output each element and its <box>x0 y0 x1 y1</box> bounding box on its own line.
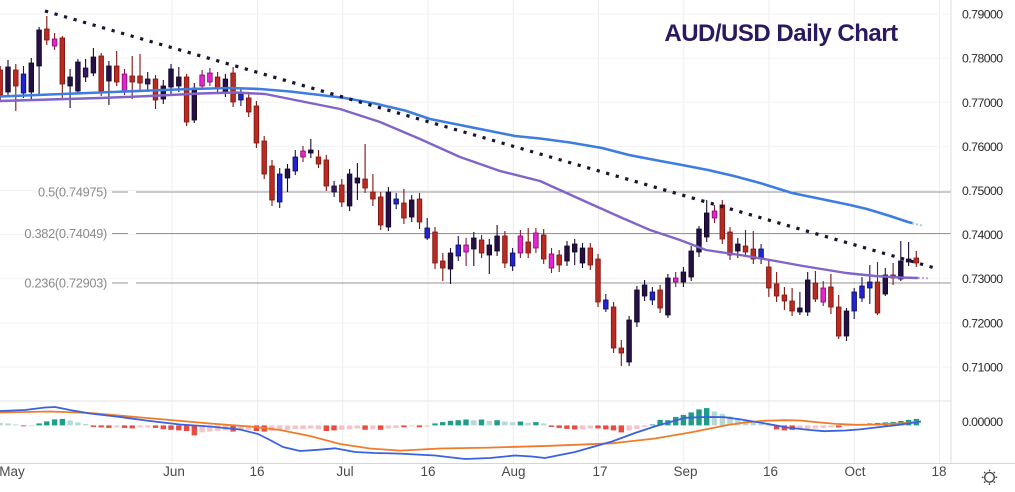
svg-text:0.79000: 0.79000 <box>962 8 1003 22</box>
svg-text:16: 16 <box>763 464 778 479</box>
svg-text:0.74000: 0.74000 <box>962 228 1003 242</box>
svg-text:16: 16 <box>420 464 435 479</box>
svg-text:0.75000: 0.75000 <box>962 184 1003 198</box>
svg-text:0.76000: 0.76000 <box>962 140 1003 154</box>
svg-text:0.78000: 0.78000 <box>962 52 1003 66</box>
svg-text:0.77000: 0.77000 <box>962 96 1003 110</box>
svg-text:17: 17 <box>592 464 607 479</box>
svg-text:Oct: Oct <box>844 464 865 479</box>
svg-text:AUD/USD Daily Chart: AUD/USD Daily Chart <box>664 20 898 47</box>
svg-text:Aug: Aug <box>501 464 525 479</box>
svg-text:0.382(0.74049): 0.382(0.74049) <box>24 226 107 241</box>
svg-text:0.236(0.72903): 0.236(0.72903) <box>24 276 107 291</box>
svg-text:0.5(0.74975): 0.5(0.74975) <box>38 185 107 200</box>
svg-text:16: 16 <box>249 464 264 479</box>
svg-text:Sep: Sep <box>673 464 697 479</box>
svg-text:18: 18 <box>931 464 946 479</box>
svg-text:May: May <box>0 464 25 479</box>
svg-text:0.73000: 0.73000 <box>962 272 1003 286</box>
svg-text:0.72000: 0.72000 <box>962 316 1003 330</box>
svg-text:0.71000: 0.71000 <box>962 361 1003 375</box>
svg-text:0.00000: 0.00000 <box>962 415 1003 429</box>
svg-text:Jun: Jun <box>163 464 185 479</box>
svg-text:Jul: Jul <box>336 464 353 479</box>
